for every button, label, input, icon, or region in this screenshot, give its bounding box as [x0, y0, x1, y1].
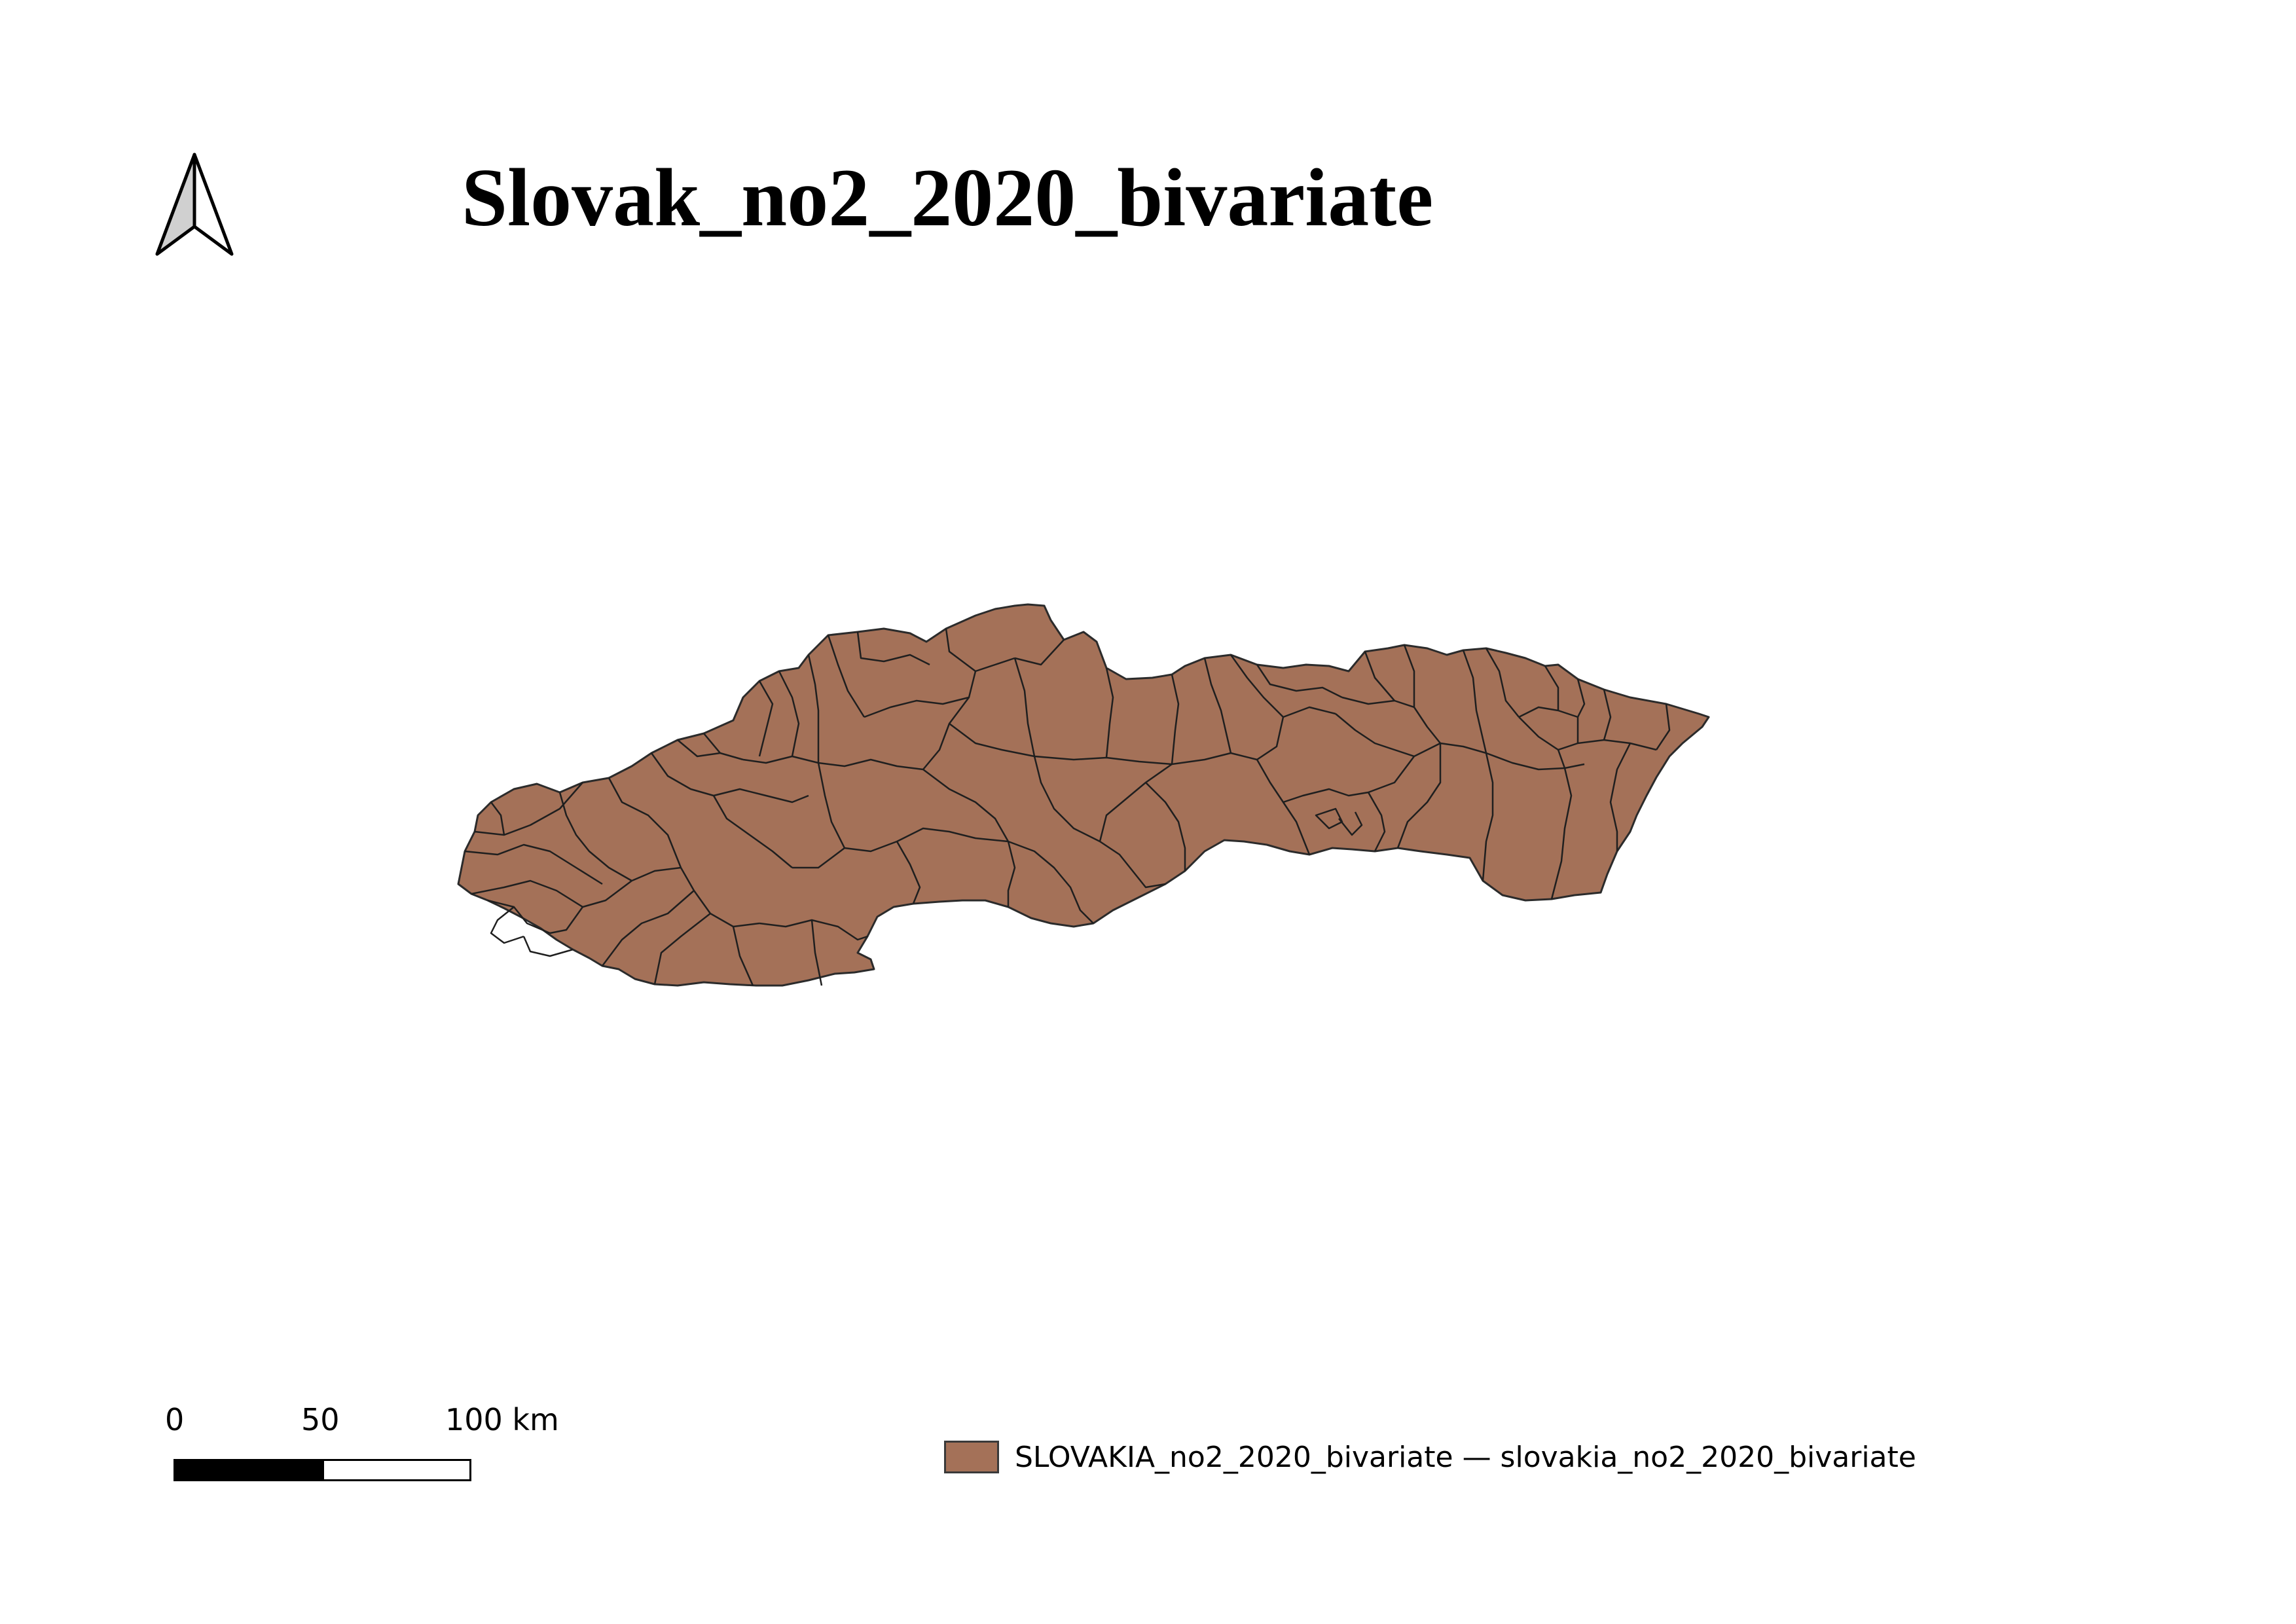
scale-segment-filled: [173, 1459, 324, 1481]
scale-tick-100: 100 km: [445, 1402, 559, 1437]
legend-label: SLOVAKIA_no2_2020_bivariate — slovakia_n…: [1015, 1440, 1916, 1474]
country-outline: [457, 603, 1710, 987]
map-title: Slovak_no2_2020_bivariate: [462, 153, 1434, 244]
scale-tick-50: 50: [301, 1402, 340, 1437]
scale-bar: 0 50 100 km: [157, 1401, 589, 1493]
north-arrow-icon: [155, 153, 234, 256]
legend: SLOVAKIA_no2_2020_bivariate — slovakia_n…: [944, 1434, 1916, 1480]
legend-swatch: [944, 1441, 999, 1473]
district-boundaries: [464, 628, 1671, 986]
map-canvas: [457, 603, 1710, 987]
scale-segment-empty: [322, 1459, 471, 1481]
slovakia-districts: [457, 603, 1710, 987]
scale-tick-0: 0: [165, 1402, 185, 1437]
